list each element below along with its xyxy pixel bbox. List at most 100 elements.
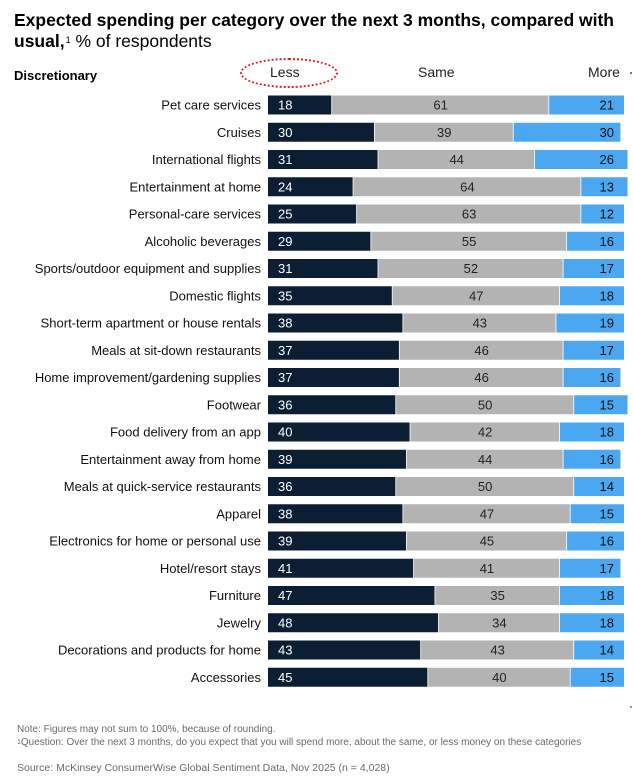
bar-segment-more [559,586,624,605]
data-label-more: 15 [600,506,614,521]
category-label: Meals at sit-down restaurants [91,343,261,358]
bar-segment-less [268,259,378,278]
bar-row: Meals at quick-service restaurants 36 50 14 [64,477,624,496]
data-label-more: 19 [600,316,614,331]
data-label-less: 40 [278,425,292,440]
bar-segment-less [268,95,332,115]
data-label-more: 15 [600,397,614,412]
data-label-less: 30 [278,125,292,140]
bar-segment-less [268,368,399,387]
bar-segment-more [549,95,624,115]
bar-segment-same [371,231,567,251]
data-label-less: 37 [278,343,292,358]
bar-row: Short-term apartment or house rentals 38 4… [41,313,624,333]
bar-row: Decorations and products for home 43 43 14 [58,640,624,660]
data-label-more: 18 [600,615,614,630]
data-label-same: 43 [473,316,487,331]
column-header-more: More [588,64,620,80]
data-label-same: 52 [464,261,478,276]
category-label: Pet care services [161,98,261,113]
highlight-ring [240,58,338,88]
title-footnote-marker: 1 [65,35,71,45]
data-label-less: 37 [278,370,292,385]
bar-segment-less [268,231,371,251]
data-label-less: 39 [278,452,292,467]
chart-title-bold: Expected spending per category over the … [14,10,614,51]
column-header-same: Same [418,64,455,80]
bar-segment-less [268,150,378,169]
category-label: Food delivery from an app [110,425,261,440]
data-label-less: 47 [278,588,292,603]
bar-row: Accessories 45 40 15 [191,667,624,687]
category-label: Home improvement/gardening supplies [35,370,262,385]
data-label-more: 16 [600,370,614,385]
category-label: Cruises [217,125,262,140]
bar-segment-more [535,150,628,169]
bar-row: Pet care services 18 61 21 [161,95,624,115]
data-label-more: 18 [600,288,614,303]
bar-segment-more [559,558,621,578]
data-label-same: 39 [437,125,451,140]
bar-segment-more [567,531,624,551]
bar-segment-less [268,395,396,415]
category-label: Domestic flights [169,288,261,303]
bar-row: Electronics for home or personal use 39 45… [49,531,624,551]
data-label-less: 29 [278,234,292,249]
bar-row: Cruises 30 39 30 [217,122,621,142]
bar-segment-more [574,477,624,496]
data-label-more: 17 [600,261,614,276]
bar-segment-more [563,449,621,469]
category-label: Sports/outdoor equipment and supplies [35,261,262,276]
data-label-same: 44 [478,452,492,467]
bar-row: Furniture 47 35 18 [209,586,624,605]
footnote-question: 1Question: Over the next 3 months, do yo… [17,737,581,749]
category-label: Alcoholic beverages [145,234,262,249]
category-label: Personal-care services [129,207,262,222]
data-label-less: 31 [278,261,292,276]
chart-corner-dot [630,706,632,708]
data-label-more: 15 [600,670,614,685]
bar-segment-same [421,640,574,660]
bar-segment-same [435,586,560,605]
bar-segment-same [392,286,560,306]
data-label-less: 31 [278,152,292,167]
header-dot [630,72,632,74]
bar-segment-less [268,640,421,660]
data-label-more: 18 [600,425,614,440]
data-label-more: 26 [600,152,614,167]
bar-segment-less [268,449,407,469]
bar-segment-less [268,613,439,633]
data-label-more: 30 [600,125,614,140]
bar-row: Domestic flights 35 47 18 [169,286,624,306]
data-label-less: 18 [278,98,292,113]
bar-segment-more [570,667,624,687]
data-label-less: 38 [278,506,292,521]
chart-title-unit: % of respondents [70,31,212,51]
bar-row: Entertainment at home 24 64 13 [129,177,628,197]
bar-segment-same [399,368,563,387]
footnote-text: Question: Over the next 3 months, do you… [20,737,582,748]
column-header-less: Less [270,64,300,80]
bar-segment-less [268,204,357,224]
data-label-same: 46 [474,370,488,385]
category-label: International flights [152,152,262,167]
footnote-marker: 1 [17,739,21,746]
bar-segment-same [399,340,563,360]
data-label-more: 18 [600,588,614,603]
bar-row: Apparel 38 47 15 [216,504,624,524]
data-label-same: 43 [490,643,504,658]
bar-segment-more [567,231,624,251]
bar-segment-more [570,504,624,524]
data-label-more: 17 [600,343,614,358]
bar-segment-more [581,177,628,197]
data-label-more: 16 [600,534,614,549]
bar-segment-same [353,177,581,197]
bar-segment-less [268,477,396,496]
data-label-less: 41 [278,561,292,576]
bar-segment-same [396,395,574,415]
data-label-same: 50 [478,397,492,412]
data-label-same: 35 [490,588,504,603]
bar-row: Entertainment away from home 39 44 16 [80,449,621,469]
bar-row: Personal-care services 25 63 12 [129,204,624,224]
bar-row: Meals at sit-down restaurants 37 46 17 [91,340,624,360]
